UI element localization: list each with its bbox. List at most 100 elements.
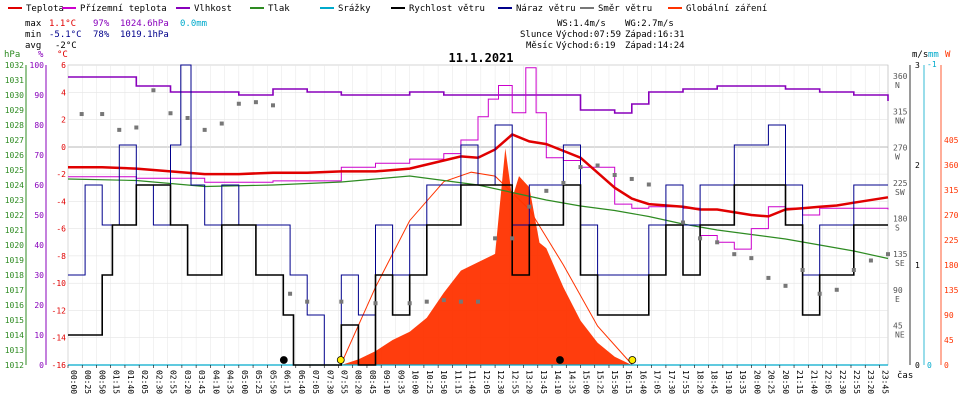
wind-direction-point: [79, 112, 84, 117]
wind-tick: 1: [915, 261, 920, 270]
x-tick-label: 06:15: [283, 370, 292, 394]
direction-tick-letter: SW: [895, 188, 905, 197]
humidity-tick: 30: [34, 271, 44, 280]
temp-tick: 2: [61, 116, 66, 125]
x-tick-label: 13:20: [525, 370, 534, 394]
x-tick-label: 17:05: [653, 370, 662, 394]
moonset-marker: [556, 356, 564, 364]
wind-direction-point: [783, 283, 788, 288]
x-tick-label: 21:40: [809, 370, 818, 394]
unit-celsius: °C: [57, 50, 68, 60]
direction-tick: 360: [893, 72, 908, 81]
wind-direction-point: [134, 125, 139, 130]
pressure-tick: 1012: [5, 361, 24, 370]
stats-avg-temp: -2°C: [55, 41, 77, 51]
unit-time: čas: [897, 370, 913, 381]
x-tick-label: 00:00: [69, 370, 78, 394]
radiation-tick: 0: [944, 361, 949, 370]
wind-direction-point: [851, 268, 856, 272]
stats-rain: 0.0mm: [180, 19, 207, 29]
wind-direction-point: [424, 299, 429, 304]
x-tick-label: 19:35: [738, 370, 747, 394]
humidity-tick: 80: [34, 121, 44, 130]
info-block: WS:1.4m/s WG:2.7m/s Slunce Východ:07:59 …: [520, 19, 685, 51]
radiation-tick: 90: [944, 311, 954, 320]
x-tick-label: 22:55: [852, 370, 861, 394]
wind-direction-point: [800, 268, 805, 272]
pressure-tick: 1016: [5, 301, 24, 310]
x-tick-label: 18:45: [710, 370, 719, 394]
radiation-tick: 270: [944, 211, 959, 220]
pressure-tick: 1026: [5, 151, 24, 160]
direction-tick: 270: [893, 143, 908, 152]
pressure-tick: 1024: [5, 181, 24, 190]
radiation-tick: 405: [944, 136, 959, 145]
x-tick-label: 07:55: [339, 370, 348, 394]
x-tick-label: 08:45: [368, 370, 377, 394]
x-tick-label: 15:50: [610, 370, 619, 394]
radiation-tick: 45: [944, 336, 954, 345]
pressure-tick: 1027: [5, 136, 24, 145]
temp-tick: -2: [56, 170, 66, 179]
wind-tick: 3: [915, 61, 920, 70]
x-tick-label: 11:40: [468, 370, 477, 394]
wind-direction-point: [698, 236, 703, 241]
radiation-area: [341, 148, 632, 365]
wind-direction-point: [441, 298, 446, 303]
wind-direction-point: [339, 299, 344, 304]
temperature-line: [68, 133, 889, 218]
wind-direction-point: [646, 182, 651, 187]
x-tick-label: 13:45: [539, 370, 548, 394]
pressure-tick: 1013: [5, 346, 24, 355]
stats-max-label: max: [25, 19, 42, 29]
wind-direction-point: [219, 121, 224, 126]
x-tick-label: 10:00: [411, 370, 420, 394]
wind-direction-point: [732, 252, 737, 257]
x-tick-label: 00:50: [97, 370, 106, 394]
pressure-tick: 1017: [5, 286, 24, 295]
wind-direction-point: [886, 252, 890, 257]
chart-title: 11.1.2021: [448, 51, 513, 65]
radiation-tick: 225: [944, 236, 959, 245]
x-tick-label: 07:05: [311, 370, 320, 394]
x-tick-label: 02:30: [154, 370, 163, 394]
x-tick-label: 17:55: [681, 370, 690, 394]
pressure-line: [67, 175, 889, 260]
legend-label-4: Srážky: [338, 4, 371, 14]
direction-tick-letter: N: [895, 81, 900, 90]
sun-set: Západ:16:31: [625, 30, 685, 40]
wind-tick: 2: [915, 161, 920, 170]
temp-tick: -4: [56, 197, 66, 206]
x-tick-label: 20:50: [781, 370, 790, 394]
x-tick-label: 20:00: [752, 370, 761, 394]
sunset-marker: [628, 356, 637, 364]
direction-tick: 90: [893, 286, 903, 295]
wind-direction-point: [236, 101, 241, 106]
legend: Teplota Přízemní teplota Vlhkost Tlak Srážky…: [8, 4, 767, 14]
temp-tick: -12: [52, 306, 67, 315]
sun-rise: Východ:07:59: [556, 30, 621, 40]
x-tick-label: 14:35: [567, 370, 576, 394]
x-tick-label: 05:25: [254, 370, 263, 394]
pressure-tick: 1015: [5, 316, 24, 325]
radiation-tick: 180: [944, 261, 959, 270]
x-tick-label: 06:40: [297, 370, 306, 394]
x-tick-label: 03:45: [197, 370, 206, 394]
moon-rise: Východ:6:19: [556, 41, 616, 51]
wind-direction-point: [493, 236, 498, 241]
moon-set: Západ:14:24: [625, 41, 685, 51]
x-tick-label: 21:15: [795, 370, 804, 394]
direction-tick-letter: E: [895, 295, 900, 304]
wind-direction-point: [185, 116, 190, 120]
wind-direction-point: [476, 299, 480, 304]
direction-tick: 225: [893, 179, 908, 188]
x-tick-label: 10:50: [439, 370, 448, 394]
direction-tick: 180: [893, 215, 908, 224]
wind-direction-point: [100, 112, 105, 117]
pressure-tick: 1022: [5, 211, 24, 220]
x-tick-label: 14:10: [553, 370, 562, 394]
humidity-tick: 60: [34, 181, 44, 190]
radiation-tick: 360: [944, 161, 959, 170]
x-tick-label: 02:05: [140, 370, 149, 394]
wind-direction-point: [817, 291, 822, 296]
